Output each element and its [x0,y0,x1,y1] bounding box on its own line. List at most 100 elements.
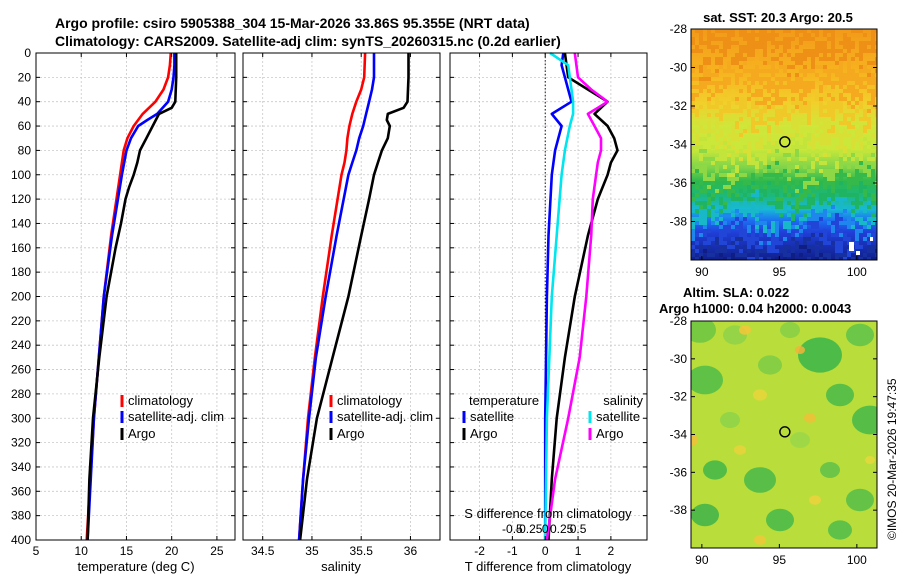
sst-pixel [703,201,707,205]
sst-pixel [823,81,827,85]
sst-pixel [703,157,707,161]
sla-anomaly [790,432,810,448]
sst-pixel [695,65,699,69]
sst-pixel [851,29,855,33]
sst-pixel [747,145,751,149]
sst-pixel [827,69,831,73]
sst-pixel [763,249,767,253]
sst-pixel [775,177,779,181]
sst-pixel [823,193,827,197]
sst-pixel [839,213,843,217]
sst-pixel [735,209,739,213]
sst-pixel [695,217,699,221]
sst-pixel [863,113,867,117]
sst-pixel [719,221,723,225]
sst-pixel [719,189,723,193]
x-tick-label: 5 [33,544,40,558]
sst-pixel [707,45,711,49]
sla-anomaly [720,412,740,428]
sst-pixel [739,173,743,177]
sst-pixel [835,217,839,221]
sst-pixel [759,89,763,93]
sst-pixel [711,73,715,77]
sst-pixel [839,173,843,177]
sst-pixel [723,69,727,73]
sst-pixel [803,57,807,61]
sst-pixel [751,161,755,165]
sst-pixel [823,233,827,237]
sst-pixel [731,89,735,93]
sst-pixel [755,249,759,253]
sst-pixel [859,125,863,129]
sst-pixel [707,241,711,245]
sst-pixel [715,61,719,65]
sst-pixel [807,257,811,260]
sst-pixel [707,213,711,217]
y-tick-label: 320 [11,436,31,450]
sst-pixel [755,225,759,229]
sst-pixel [699,233,703,237]
sst-pixel [867,101,871,105]
sst-pixel [727,177,731,181]
sst-pixel [863,149,867,153]
sst-pixel [775,189,779,193]
sst-pixel [867,109,871,113]
x-tick-label: 35.5 [350,544,374,558]
sst-pixel [871,49,875,53]
sla-anomaly [739,325,751,335]
sst-pixel [783,189,787,193]
sst-pixel [787,41,791,45]
series-line-satellite-adj-clim [297,53,376,541]
sst-pixel [691,197,695,201]
sst-pixel [703,61,707,65]
sst-pixel [747,57,751,61]
sst-pixel [835,169,839,173]
sst-pixel [711,213,715,217]
sst-pixel [751,101,755,105]
sst-pixel [771,57,775,61]
sla-anomaly [703,460,727,480]
sst-pixel [795,169,799,173]
sst-pixel [787,113,791,117]
sst-pixel [783,257,787,260]
sst-pixel [811,85,815,89]
sst-pixel [799,41,803,45]
sst-pixel [703,241,707,245]
sst-pixel [727,193,731,197]
sst-pixel [695,249,699,253]
sst-pixel [771,69,775,73]
sst-pixel [775,149,779,153]
y-tick-label: 240 [11,338,31,352]
sst-pixel [783,205,787,209]
sst-pixel [739,29,743,33]
sst-pixel [735,153,739,157]
sst-pixel [735,225,739,229]
sst-pixel [779,77,783,81]
sst-pixel [767,241,771,245]
sst-pixel [695,133,699,137]
sst-pixel [859,77,863,81]
sst-texture [691,29,877,260]
sst-pixel [867,241,871,245]
sst-pixel [791,217,795,221]
sst-pixel [775,241,779,245]
sst-pixel [839,169,843,173]
sst-pixel [755,257,759,260]
sst-pixel [831,117,835,121]
sst-pixel [759,101,763,105]
top-tick-label: -0.25 [515,522,543,536]
sst-pixel [811,177,815,181]
sst-pixel [723,77,727,81]
sst-pixel [815,89,819,93]
sst-pixel [855,133,859,137]
sst-pixel [707,185,711,189]
sst-pixel [867,41,871,45]
sst-pixel [863,109,867,113]
sst-pixel [819,169,823,173]
sst-pixel [703,233,707,237]
sst-pixel [823,213,827,217]
sst-pixel [851,45,855,49]
sst-pixel [759,121,763,125]
sst-pixel [763,161,767,165]
sst-pixel [875,89,877,93]
